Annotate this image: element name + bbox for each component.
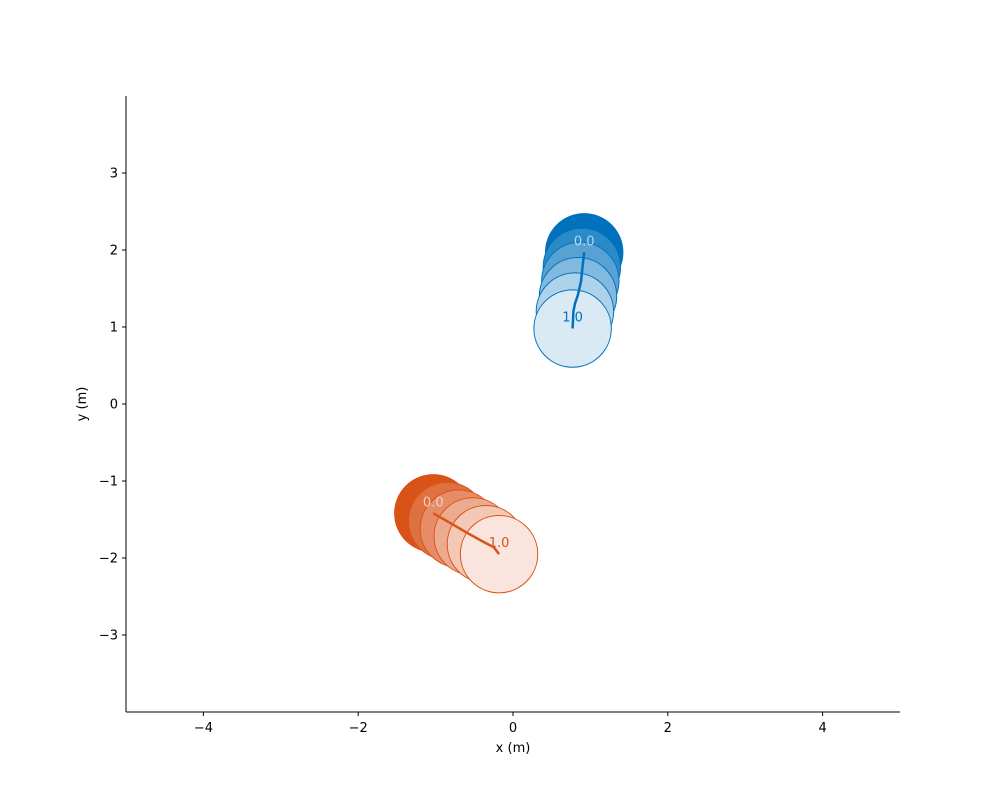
series-0: 0.0 1.0	[533, 213, 624, 368]
x-tick-label: −2	[349, 721, 368, 736]
x-tick-label: 0	[509, 721, 517, 736]
start-time-label: 0.0	[423, 495, 444, 510]
y-tick-label: 0	[110, 398, 118, 413]
trajectory-line	[571, 252, 586, 329]
end-time-label: 1.0	[489, 536, 510, 551]
y-axis-label: y (m)	[75, 387, 90, 422]
start-time-label: 0.0	[574, 234, 595, 249]
axes: −4 −2 0 2 4 −3 −2 −1 0 1 2 3 x (m) y (m)	[75, 96, 900, 756]
agent-circle	[533, 289, 612, 368]
end-time-label: 1.0	[562, 311, 583, 326]
series-1: 0.0 1.0	[394, 474, 539, 594]
y-tick-label: 2	[110, 244, 118, 259]
y-tick-label: −2	[99, 552, 118, 567]
y-tick-label: −3	[99, 629, 118, 644]
trajectory-line	[432, 512, 501, 555]
y-tick-label: 3	[110, 167, 118, 182]
x-tick-label: 4	[818, 721, 826, 736]
y-tick-label: 1	[110, 321, 118, 336]
agent-circle	[459, 514, 539, 594]
y-tick-label: −1	[99, 475, 118, 490]
x-tick-label: 2	[664, 721, 672, 736]
x-ticks: −4 −2 0 2 4	[194, 712, 827, 736]
trajectory-marks: 0.0 1.0 0.0 1.0	[394, 213, 624, 594]
x-axis-label: x (m)	[496, 741, 531, 756]
y-ticks: −3 −2 −1 0 1 2 3	[99, 167, 126, 644]
x-tick-label: −4	[194, 721, 213, 736]
